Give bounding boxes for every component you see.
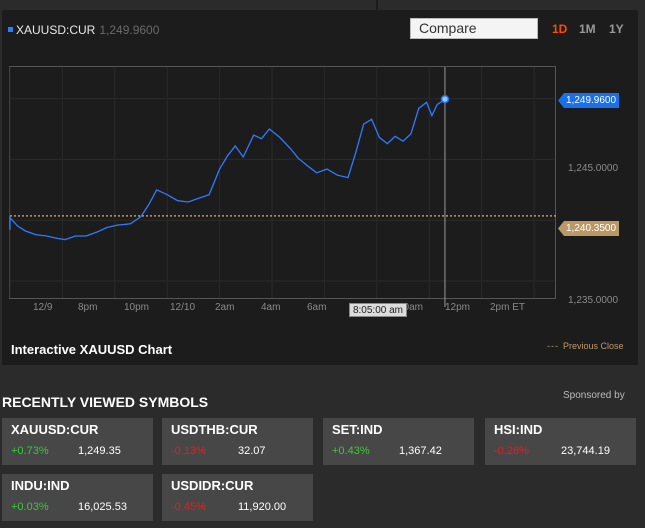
percent-change: +0.03% — [11, 501, 49, 513]
recent-symbol-card[interactable]: USDIDR:CUR -0.45% 11,920.00 — [162, 474, 313, 521]
x-tick-label: 2am — [215, 302, 235, 313]
percent-change: -0.28% — [494, 445, 529, 457]
percent-change: -0.13% — [171, 445, 206, 457]
divider — [376, 0, 378, 10]
x-tick-label: 8pm — [78, 302, 98, 313]
percent-change: +0.43% — [332, 445, 370, 457]
top-strip — [0, 0, 645, 10]
x-tick-label: 4am — [261, 302, 281, 313]
price: 23,744.19 — [561, 445, 610, 457]
x-tick-label: 12/10 — [170, 302, 196, 313]
range-1y-button[interactable]: 1Y — [609, 22, 624, 36]
price-line — [9, 98, 446, 241]
price: 1,367.42 — [399, 445, 442, 457]
recent-symbol-card[interactable]: INDU:IND +0.03% 16,025.53 — [2, 474, 153, 521]
chart-title: Interactive XAUUSD Chart — [11, 342, 173, 357]
recent-symbol-card[interactable]: HSI:IND -0.28% 23,744.19 — [485, 418, 636, 465]
symbol-name[interactable]: XAUUSD:CUR — [11, 422, 99, 437]
range-1m-button[interactable]: 1M — [579, 22, 596, 36]
price: 16,025.53 — [78, 501, 127, 513]
percent-change: -0.45% — [171, 501, 206, 513]
recent-symbols-title: RECENTLY VIEWED SYMBOLS — [2, 394, 209, 410]
x-tick-label: 12/9 — [33, 302, 53, 313]
previous-close-tag: 1,240.3500 — [558, 221, 619, 236]
symbol-name[interactable]: USDIDR:CUR — [171, 478, 254, 493]
symbol-last-price: 1,249.9600 — [99, 23, 160, 37]
x-tick-label: 12pm — [445, 302, 471, 313]
chart-header: XAUUSD:CUR 1,249.9600 Compare 1D 1M 1Y — [2, 10, 638, 50]
x-tick-label: 2pm ET — [490, 302, 526, 313]
symbol-name: XAUUSD:CUR — [16, 23, 96, 37]
symbol-name[interactable]: SET:IND — [332, 422, 383, 437]
symbol-name[interactable]: USDTHB:CUR — [171, 422, 258, 437]
series-color-swatch — [8, 27, 13, 32]
symbol-name[interactable]: HSI:IND — [494, 422, 543, 437]
recent-symbol-card[interactable]: XAUUSD:CUR +0.73% 1,249.35 — [2, 418, 153, 465]
y-tick-label: 1,245.0000 — [568, 163, 619, 174]
symbol-label: XAUUSD:CUR 1,249.9600 — [8, 23, 159, 37]
sponsored-label: Sponsored by — [563, 390, 625, 401]
price: 11,920.00 — [238, 501, 287, 513]
recent-symbol-card[interactable]: USDTHB:CUR -0.13% 32.07 — [162, 418, 313, 465]
x-tick-label: 6am — [307, 302, 327, 313]
recent-symbol-card[interactable]: SET:IND +0.43% 1,367.42 — [323, 418, 474, 465]
chart-panel: XAUUSD:CUR 1,249.9600 Compare 1D 1M 1Y 1,… — [2, 10, 638, 365]
crosshair-time-label: 8:05:00 am — [349, 303, 407, 317]
last-point-marker — [440, 94, 450, 104]
symbol-name[interactable]: INDU:IND — [11, 478, 70, 493]
legend-label: Previous Close — [563, 341, 624, 351]
dashed-line-icon: --- — [547, 341, 559, 351]
x-tick-label: 10pm — [124, 302, 150, 313]
x-tick-label: 10am — [398, 302, 424, 313]
y-tick-label: 1,235.0000 — [568, 295, 619, 306]
price: 32.07 — [238, 445, 266, 457]
legend-previous-close: --- Previous Close — [547, 341, 624, 351]
percent-change: +0.73% — [11, 445, 49, 457]
last-price-tag: 1,249.9600 — [558, 93, 619, 108]
range-1d-button[interactable]: 1D — [552, 22, 568, 36]
price: 1,249.35 — [78, 445, 121, 457]
compare-input[interactable]: Compare — [410, 18, 538, 39]
price-chart[interactable] — [2, 10, 638, 310]
